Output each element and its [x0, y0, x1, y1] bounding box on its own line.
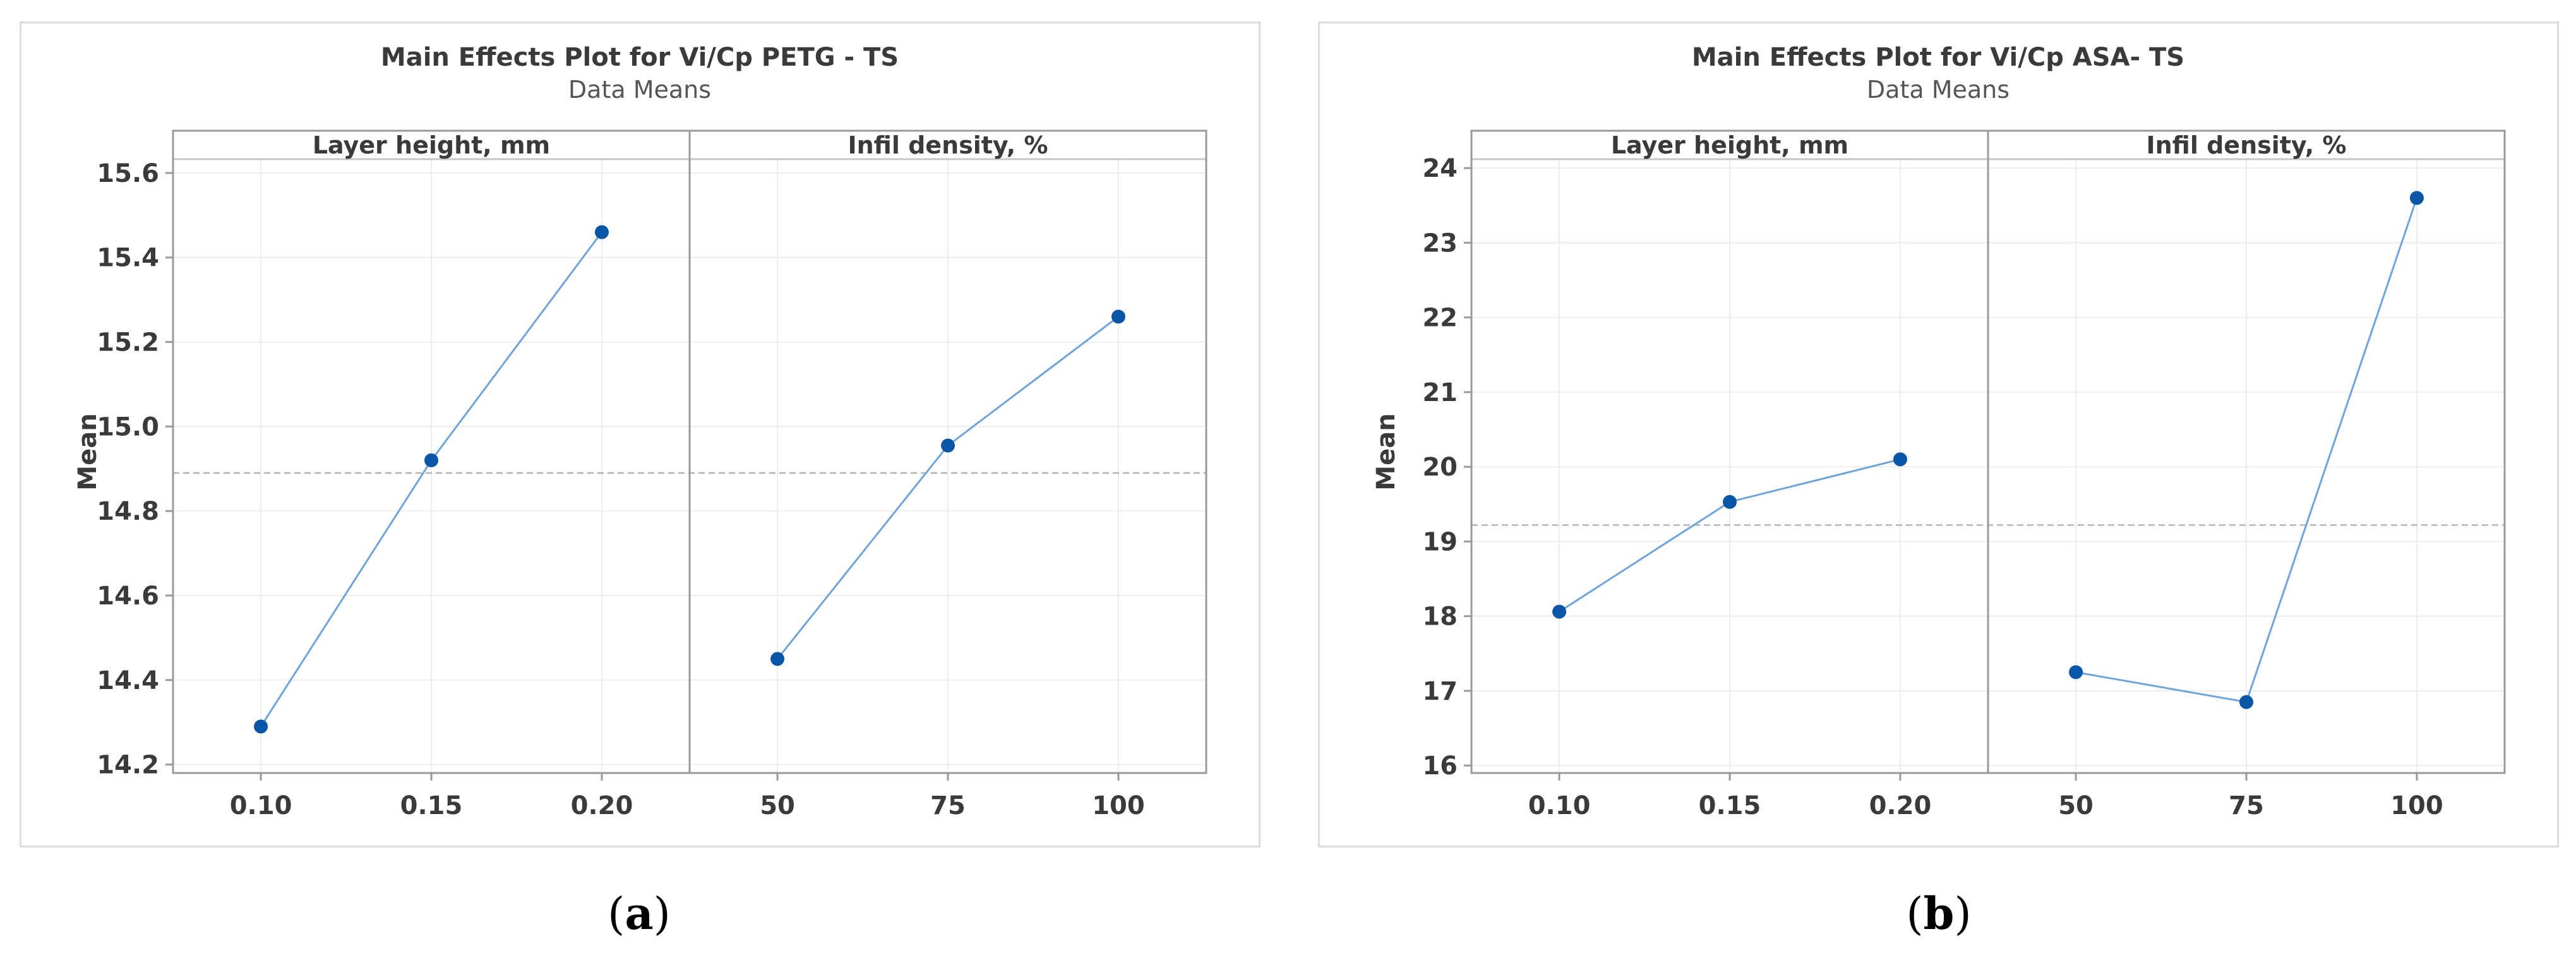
data-point: [2239, 695, 2253, 709]
y-tick-label: 15.6: [97, 159, 159, 188]
x-tick-label: 0.20: [571, 791, 633, 820]
y-tick-label: 17: [1422, 677, 1458, 706]
data-point: [1723, 494, 1737, 509]
main-effects-chart-asa: Main Effects Plot for Vi/Cp ASA- TS Data …: [1372, 43, 2506, 820]
y-tick-label: 23: [1422, 229, 1458, 258]
main-effects-chart-petg: Main Effects Plot for Vi/Cp PETG - TS Dat…: [73, 43, 1207, 820]
data-point: [2069, 665, 2083, 680]
y-axis-label: Mean: [73, 413, 102, 490]
y-tick-label: 14.8: [97, 497, 159, 526]
x-tick-label: 50: [760, 791, 795, 820]
x-tick-label: 0.20: [1869, 791, 1932, 820]
panel-label-1: Infil density, %: [2146, 131, 2346, 159]
x-tick-label: 0.10: [230, 791, 292, 820]
x-tick-label: 0.15: [400, 791, 463, 820]
y-tick-label: 16: [1422, 752, 1458, 781]
y-tick-label: 18: [1422, 602, 1458, 632]
data-point: [424, 453, 438, 467]
chart-subtitle: Data Means: [1867, 76, 2010, 104]
y-tick-label: 14.2: [97, 751, 159, 780]
y-tick-label: 24: [1422, 154, 1458, 183]
x-tick-label: 0.10: [1528, 791, 1591, 820]
x-tick-label: 75: [930, 791, 966, 820]
x-tick-label: 100: [2390, 791, 2443, 820]
x-tick-label: 0.15: [1699, 791, 1761, 820]
y-tick-label: 20: [1422, 453, 1458, 482]
panel-label-0: Layer height, mm: [313, 131, 550, 159]
chart-panel-b: Main Effects Plot for Vi/Cp ASA- TS Data …: [1318, 21, 2559, 848]
y-tick-label: 19: [1422, 527, 1458, 556]
y-tick-label: 15.4: [97, 244, 159, 273]
y-tick-label: 15.0: [97, 412, 159, 441]
caption-b: (b): [1906, 887, 1972, 940]
y-tick-label: 14.4: [97, 666, 159, 695]
chart-panel-a: Main Effects Plot for Vi/Cp PETG - TS Dat…: [20, 21, 1261, 848]
chart-title: Main Effects Plot for Vi/Cp PETG - TS: [381, 43, 899, 72]
x-tick-label: 100: [1092, 791, 1145, 820]
y-tick-label: 14.6: [97, 582, 159, 611]
data-point: [2409, 191, 2424, 205]
y-axis-label: Mean: [1372, 413, 1401, 490]
data-point: [770, 652, 785, 666]
data-point: [1552, 604, 1567, 619]
panel-label-0: Layer height, mm: [1611, 131, 1848, 159]
caption-a: (a): [608, 887, 671, 940]
panel-label-1: Infil density, %: [848, 131, 1048, 159]
chart-title: Main Effects Plot for Vi/Cp ASA- TS: [1692, 43, 2184, 72]
data-point: [254, 719, 268, 734]
y-tick-label: 21: [1422, 378, 1458, 407]
y-tick-label: 15.2: [97, 328, 159, 357]
data-point: [941, 438, 955, 453]
x-tick-label: 50: [2058, 791, 2094, 820]
x-tick-label: 75: [2229, 791, 2264, 820]
data-point: [594, 225, 609, 239]
y-tick-label: 22: [1422, 304, 1458, 333]
chart-subtitle: Data Means: [568, 76, 711, 104]
data-point: [1893, 452, 1907, 467]
data-point: [1111, 309, 1125, 324]
caption-a-letter: a: [625, 887, 654, 940]
caption-b-letter: b: [1923, 887, 1955, 940]
